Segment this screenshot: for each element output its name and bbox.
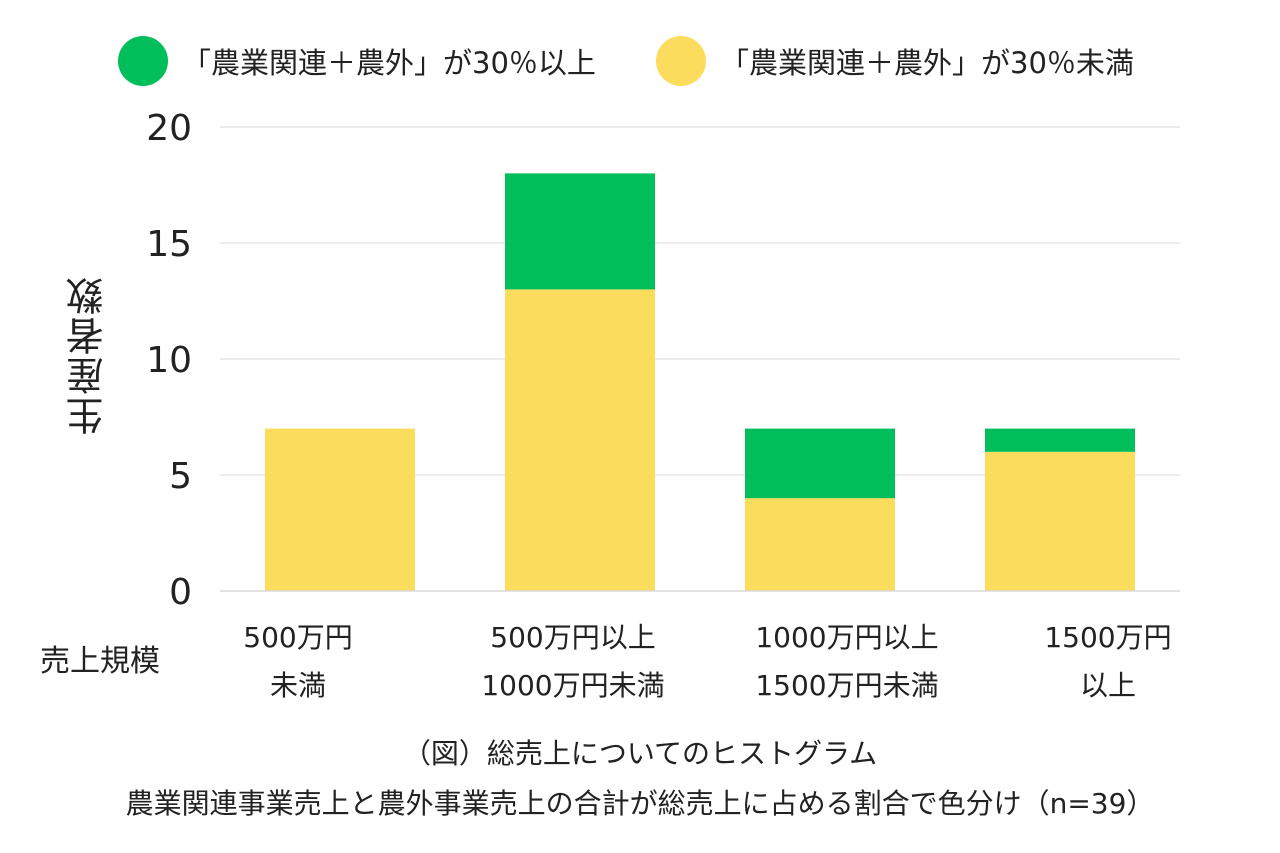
bar-under-30pct [985, 451, 1135, 591]
legend-item-under-30pct: 「農業関連＋農外」が30％未満 [656, 36, 1134, 86]
x-category-line2: 未満 [269, 669, 326, 702]
x-category-line1: 1500万円 [1044, 621, 1172, 654]
x-category-line2: 1000万円未満 [481, 669, 665, 702]
x-category-line1: 500万円以上 [490, 621, 656, 654]
legend-swatch-green [118, 36, 168, 86]
bar-30pct-or-more [505, 173, 655, 290]
figure-caption-description: 農業関連事業売上と農外事業売上の合計が総売上に占める割合で色分け（n=39） [125, 787, 1155, 820]
figure-caption-title: （図）総売上についてのヒストグラム [402, 737, 878, 770]
legend-label: 「農業関連＋農外」が30％以上 [182, 46, 596, 80]
legend-item-30pct-or-more: 「農業関連＋農外」が30％以上 [118, 36, 596, 86]
x-category-line1: 1000万円以上 [755, 621, 939, 654]
y-axis-title: 生産者数 [66, 275, 110, 435]
bar-under-30pct [745, 498, 895, 591]
x-category-line2: 以上 [1079, 669, 1136, 702]
x-category-label: 500万円 未満 [183, 614, 413, 710]
bar-30pct-or-more [745, 428, 895, 499]
y-tick-label: 10 [146, 340, 192, 381]
bar-30pct-or-more [985, 428, 1135, 452]
x-category-label: 1500万円 以上 [993, 614, 1223, 710]
y-tick-label: 0 [169, 572, 192, 613]
x-category-label: 500万円以上 1000万円未満 [458, 614, 688, 710]
y-tick-label: 20 [146, 108, 192, 149]
x-category-label: 1000万円以上 1500万円未満 [732, 614, 962, 710]
x-axis-title: 売上規模 [40, 644, 160, 679]
bar-under-30pct [265, 428, 415, 591]
x-category-line1: 500万円 [243, 621, 353, 654]
legend: 「農業関連＋農外」が30％以上 「農業関連＋農外」が30％未満 [0, 36, 1280, 88]
legend-swatch-yellow [656, 36, 706, 86]
y-tick-label: 5 [169, 456, 192, 497]
x-category-line2: 1500万円未満 [755, 669, 939, 702]
bar-under-30pct [505, 289, 655, 591]
legend-label: 「農業関連＋農外」が30％未満 [720, 46, 1134, 80]
y-tick-label: 15 [146, 224, 192, 265]
